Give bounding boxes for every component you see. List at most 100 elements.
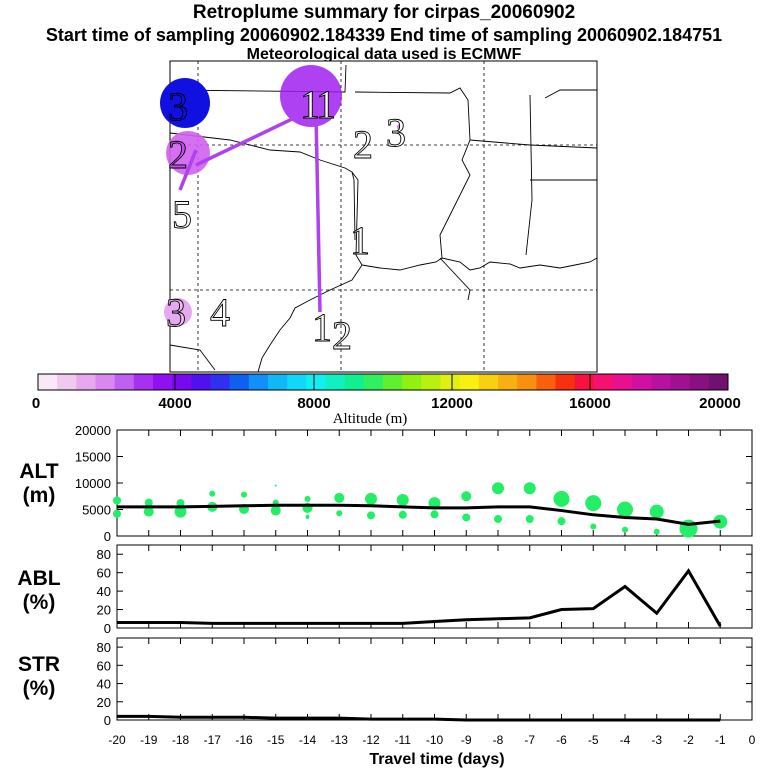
colorbar-swatch bbox=[670, 374, 691, 390]
colorbar-swatch bbox=[325, 374, 346, 390]
altitude-marker bbox=[209, 490, 216, 497]
altitude-marker bbox=[462, 513, 471, 522]
x-tick-label: -7 bbox=[524, 733, 535, 747]
series-line bbox=[117, 503, 721, 526]
plume-markers bbox=[160, 65, 403, 326]
x-tick-label: -9 bbox=[461, 733, 472, 747]
y-tick-label: 0 bbox=[104, 713, 111, 728]
colorbar-tick: 12000 bbox=[431, 395, 473, 412]
plume-circle-day1 bbox=[280, 65, 342, 127]
sampling-times: Start time of sampling 20060902.184339 E… bbox=[45, 25, 723, 45]
y-tick-label: 20 bbox=[97, 603, 111, 618]
series-line bbox=[117, 714, 721, 722]
y-tick-label: 10000 bbox=[75, 476, 111, 491]
x-tick-label: -17 bbox=[204, 733, 222, 747]
colorbar-swatch bbox=[344, 374, 365, 390]
map-label: 3 bbox=[168, 84, 188, 129]
x-tick-label: -10 bbox=[426, 733, 444, 747]
colorbar-swatch bbox=[593, 374, 614, 390]
altitude-marker bbox=[525, 515, 534, 524]
x-tick-labels: -20 -19 -18 -17 -16 -15 -14 -13 -12 -11 -10 -9 -8 -7-… bbox=[108, 733, 755, 747]
x-tick-label: -3 bbox=[651, 733, 662, 747]
altitude-marker bbox=[174, 505, 187, 518]
colorbar-swatch bbox=[708, 374, 729, 390]
x-tick-label: -18 bbox=[172, 733, 190, 747]
colorbar-swatch bbox=[383, 374, 403, 390]
time-series-panels: 05000100001500020000ALT(m)020406080ABL(%… bbox=[17, 423, 755, 747]
panel-str: 0 20 40 60 80 STR(%) bbox=[18, 637, 753, 728]
xaxis-label: Travel time (days) bbox=[369, 751, 504, 768]
x-tick-label: -1 bbox=[715, 733, 726, 747]
y-tick-label: 80 bbox=[97, 547, 111, 562]
map-label: 4 bbox=[210, 290, 230, 335]
colorbar-tick: 8000 bbox=[297, 395, 330, 412]
colorbar-label: Altitude (m) bbox=[333, 411, 408, 427]
colorbar-swatch bbox=[248, 374, 269, 390]
map-label: 5 bbox=[172, 192, 192, 237]
y-tick-label: 40 bbox=[97, 584, 111, 599]
y-tick-label: 40 bbox=[97, 677, 111, 692]
y-tick-label: 0 bbox=[104, 529, 111, 544]
altitude-marker bbox=[553, 490, 570, 507]
colorbar-tick: 4000 bbox=[158, 395, 191, 412]
colorbar-tick: 0 bbox=[32, 395, 40, 412]
altitude-marker bbox=[365, 492, 377, 505]
altitude-marker bbox=[305, 514, 310, 519]
map-label: 1 bbox=[300, 82, 320, 127]
series-line bbox=[117, 568, 722, 627]
altitude-marker bbox=[653, 528, 660, 535]
panel-frame bbox=[116, 637, 753, 721]
colorbar-swatch bbox=[363, 374, 384, 390]
colorbar-swatch bbox=[517, 374, 537, 390]
map-label: 1 bbox=[312, 305, 332, 350]
colorbar-swatch bbox=[229, 374, 250, 390]
altitude-marker bbox=[617, 501, 633, 518]
panel-ylabel: (%) bbox=[23, 591, 56, 614]
colorbar-swatch bbox=[57, 374, 77, 390]
map-label: 3 bbox=[386, 110, 406, 155]
met-data-line: Meteorological data used is ECMWF bbox=[246, 46, 522, 63]
altitude-colorbar bbox=[37, 373, 729, 391]
altitude-marker bbox=[334, 492, 345, 503]
x-tick-label: -13 bbox=[331, 733, 349, 747]
x-tick-label: -4 bbox=[620, 733, 631, 747]
colorbar-swatch bbox=[191, 374, 211, 390]
colorbar-frame bbox=[37, 373, 729, 391]
x-tick-label: -6 bbox=[556, 733, 567, 747]
altitude-marker bbox=[398, 510, 407, 519]
panel-abl: 0 20 40 60 80 ABL(%) bbox=[17, 544, 753, 636]
page-title: Retroplume summary for cirpas_20060902 bbox=[192, 2, 576, 23]
altitude-marker bbox=[461, 491, 472, 502]
x-tick-label: 0 bbox=[749, 733, 756, 747]
altitude-marker bbox=[557, 517, 566, 526]
y-tick-label: 80 bbox=[97, 640, 111, 655]
map-label: 2 bbox=[353, 122, 373, 167]
x-tick-label: -2 bbox=[683, 733, 694, 747]
colorbar-swatch bbox=[268, 374, 288, 390]
y-tick-label: 0 bbox=[104, 621, 111, 636]
altitude-marker bbox=[274, 484, 277, 487]
y-tick-label: 60 bbox=[97, 658, 111, 673]
map-panel: 1 1 2 3 1 3 4 1 2 3 2 5 bbox=[160, 60, 598, 373]
panel-ylabel: ABL bbox=[17, 567, 60, 590]
x-tick-label: -14 bbox=[299, 733, 317, 747]
y-tick-label: 5000 bbox=[82, 503, 111, 518]
colorbar-swatch bbox=[95, 374, 116, 390]
map-label: 1 bbox=[350, 218, 370, 263]
panel-ylabel: ALT bbox=[19, 460, 58, 483]
panel-ylabel: (m) bbox=[23, 484, 56, 507]
colorbar-swatch bbox=[632, 374, 652, 390]
colorbar-swatch bbox=[133, 374, 154, 390]
altitude-marker bbox=[176, 499, 185, 508]
plume-circle-small bbox=[397, 124, 403, 130]
colorbar-swatch bbox=[402, 374, 422, 390]
altitude-marker bbox=[396, 493, 409, 506]
colorbar-swatch bbox=[114, 374, 135, 390]
colorbar-swatch bbox=[440, 374, 461, 390]
altitude-marker bbox=[143, 506, 154, 517]
altitude-marker bbox=[523, 482, 536, 495]
colorbar-swatch bbox=[287, 374, 307, 390]
colorbar-swatch bbox=[210, 374, 231, 390]
colorbar-tick: 20000 bbox=[699, 395, 741, 412]
